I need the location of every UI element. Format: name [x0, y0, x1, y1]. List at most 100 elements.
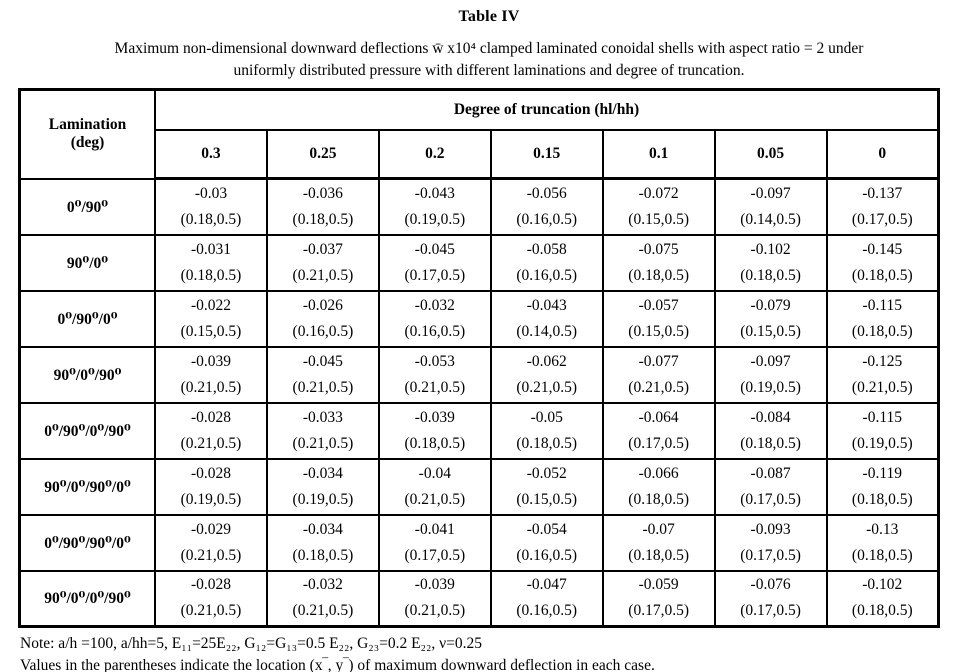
- deflection-value: -0.053: [414, 352, 455, 370]
- deflection-location: (0.18,0.5): [292, 546, 354, 564]
- deflection-cell: -0.076 (0.17,0.5): [713, 569, 828, 628]
- deflection-cell: -0.028 (0.19,0.5): [154, 457, 268, 516]
- deflection-cell: -0.037 (0.21,0.5): [265, 233, 380, 292]
- col-header-0: 0: [825, 129, 940, 180]
- deflection-cell: -0.064 (0.17,0.5): [601, 401, 716, 460]
- deflection-location: (0.16,0.5): [516, 546, 578, 564]
- deflection-value: -0.022: [190, 296, 231, 314]
- deflection-cell: -0.057 (0.15,0.5): [601, 289, 716, 348]
- deflection-value: -0.077: [638, 352, 679, 370]
- deflection-cell: -0.145 (0.18,0.5): [825, 233, 940, 292]
- deflection-location: (0.18,0.5): [180, 210, 242, 228]
- col-header-0.05: 0.05: [713, 129, 828, 180]
- deflection-cell: -0.056 (0.16,0.5): [489, 177, 604, 236]
- deflection-cell: -0.04 (0.21,0.5): [377, 457, 492, 516]
- deflection-cell: -0.097 (0.14,0.5): [713, 177, 828, 236]
- deflection-location: (0.15,0.5): [628, 210, 689, 228]
- deflection-value: -0.026: [302, 296, 343, 314]
- deflection-value: -0.097: [750, 184, 791, 202]
- deflection-location: (0.14,0.5): [740, 210, 801, 228]
- deflection-location: (0.17,0.5): [740, 602, 801, 620]
- deflection-cell: -0.119 (0.18,0.5): [825, 457, 940, 516]
- deflection-value: -0.125: [862, 352, 903, 370]
- deflection-cell: -0.043 (0.19,0.5): [377, 177, 492, 236]
- deflection-location: (0.17,0.5): [740, 546, 801, 564]
- deflection-value: -0.043: [414, 184, 455, 202]
- deflection-value: -0.093: [750, 520, 791, 538]
- deflection-cell: -0.034 (0.18,0.5): [265, 513, 380, 572]
- deflection-cell: -0.032 (0.16,0.5): [377, 289, 492, 348]
- table-row: 90⁰/0⁰/90⁰/0⁰ -0.028 (0.19,0.5) -0.034 (0.19…: [18, 457, 940, 516]
- deflection-value: -0.039: [414, 576, 455, 594]
- table-row: 90⁰/0⁰ -0.031 (0.18,0.5) -0.037 (0.21,0.5) -0…: [18, 233, 940, 292]
- deflection-location: (0.21,0.5): [628, 378, 689, 396]
- col-header-0.15: 0.15: [489, 129, 604, 180]
- deflection-value: -0.028: [190, 408, 231, 426]
- deflection-value: -0.07: [642, 520, 675, 538]
- deflection-cell: -0.028 (0.21,0.5): [154, 401, 268, 460]
- deflection-cell: -0.043 (0.14,0.5): [489, 289, 604, 348]
- deflection-location: (0.21,0.5): [851, 378, 913, 396]
- deflection-location: (0.18,0.5): [851, 266, 913, 284]
- table-row: 0⁰/90⁰/0⁰ -0.022 (0.15,0.5) -0.026 (0.16,0.5…: [18, 289, 940, 348]
- deflection-value: -0.028: [190, 576, 231, 594]
- deflection-value: -0.057: [638, 296, 679, 314]
- deflection-cell: -0.033 (0.21,0.5): [265, 401, 380, 460]
- deflection-value: -0.045: [302, 352, 343, 370]
- deflection-value: -0.13: [866, 520, 899, 538]
- deflection-value: -0.115: [862, 408, 902, 426]
- deflection-location: (0.17,0.5): [851, 210, 913, 228]
- deflection-value: -0.097: [750, 352, 791, 370]
- deflection-location: (0.18,0.5): [851, 322, 913, 340]
- deflection-location: (0.17,0.5): [628, 434, 689, 452]
- col-header-0.2: 0.2: [377, 129, 492, 180]
- deflection-value: -0.05: [530, 408, 563, 426]
- deflection-cell: -0.087 (0.17,0.5): [713, 457, 828, 516]
- deflection-location: (0.15,0.5): [740, 322, 801, 340]
- deflection-location: (0.18,0.5): [628, 546, 689, 564]
- deflection-value: -0.102: [750, 240, 791, 258]
- col-header-0.1: 0.1: [601, 129, 716, 180]
- table-row: 0⁰/90⁰ -0.03 (0.18,0.5) -0.036 (0.18,0.5) -0.…: [18, 177, 940, 236]
- deflection-location: (0.21,0.5): [180, 378, 242, 396]
- deflection-location: (0.21,0.5): [292, 266, 354, 284]
- deflection-value: -0.032: [414, 296, 455, 314]
- lamination-label: 0⁰/90⁰/90⁰/0⁰: [18, 513, 156, 572]
- deflection-cell: -0.034 (0.19,0.5): [265, 457, 380, 516]
- deflection-value: -0.041: [414, 520, 455, 538]
- deflection-cell: -0.041 (0.17,0.5): [377, 513, 492, 572]
- lamination-label: 90⁰/0⁰/0⁰/90⁰: [18, 569, 156, 628]
- deflection-location: (0.19,0.5): [404, 210, 466, 228]
- group-header-row: Lamination (deg) Degree of truncation (h…: [18, 88, 940, 180]
- deflection-cell: -0.039 (0.21,0.5): [154, 345, 268, 404]
- deflection-value: -0.072: [638, 184, 679, 202]
- deflection-cell: -0.102 (0.18,0.5): [825, 569, 940, 628]
- deflection-cell: -0.036 (0.18,0.5): [265, 177, 380, 236]
- table-caption: Maximum non-dimensional downward deflect…: [0, 38, 978, 82]
- deflection-value: -0.058: [526, 240, 567, 258]
- table-row: 0⁰/90⁰/90⁰/0⁰ -0.029 (0.21,0.5) -0.034 (0.18…: [18, 513, 940, 572]
- deflection-location: (0.15,0.5): [516, 490, 578, 508]
- deflection-location: (0.18,0.5): [180, 266, 242, 284]
- deflection-location: (0.16,0.5): [516, 266, 578, 284]
- deflection-location: (0.21,0.5): [180, 434, 242, 452]
- deflection-cell: -0.075 (0.18,0.5): [601, 233, 716, 292]
- deflection-value: -0.028: [190, 464, 231, 482]
- deflection-location: (0.17,0.5): [404, 266, 466, 284]
- deflection-location: (0.16,0.5): [292, 322, 354, 340]
- deflection-location: (0.18,0.5): [628, 266, 689, 284]
- deflection-value: -0.031: [190, 240, 231, 258]
- deflection-cell: -0.053 (0.21,0.5): [377, 345, 492, 404]
- deflection-location: (0.18,0.5): [404, 434, 466, 452]
- deflection-value: -0.04: [418, 464, 451, 482]
- deflection-location: (0.21,0.5): [404, 602, 466, 620]
- deflection-location: (0.15,0.5): [628, 322, 689, 340]
- deflection-location: (0.21,0.5): [404, 378, 466, 396]
- deflection-value: -0.119: [862, 464, 902, 482]
- lamination-label: 0⁰/90⁰: [18, 177, 156, 236]
- deflection-location: (0.18,0.5): [851, 546, 913, 564]
- deflection-table: Lamination (deg) Degree of truncation (h…: [18, 88, 940, 628]
- deflection-cell: -0.022 (0.15,0.5): [154, 289, 268, 348]
- caption-line-2: uniformly distributed pressure with diff…: [233, 62, 745, 79]
